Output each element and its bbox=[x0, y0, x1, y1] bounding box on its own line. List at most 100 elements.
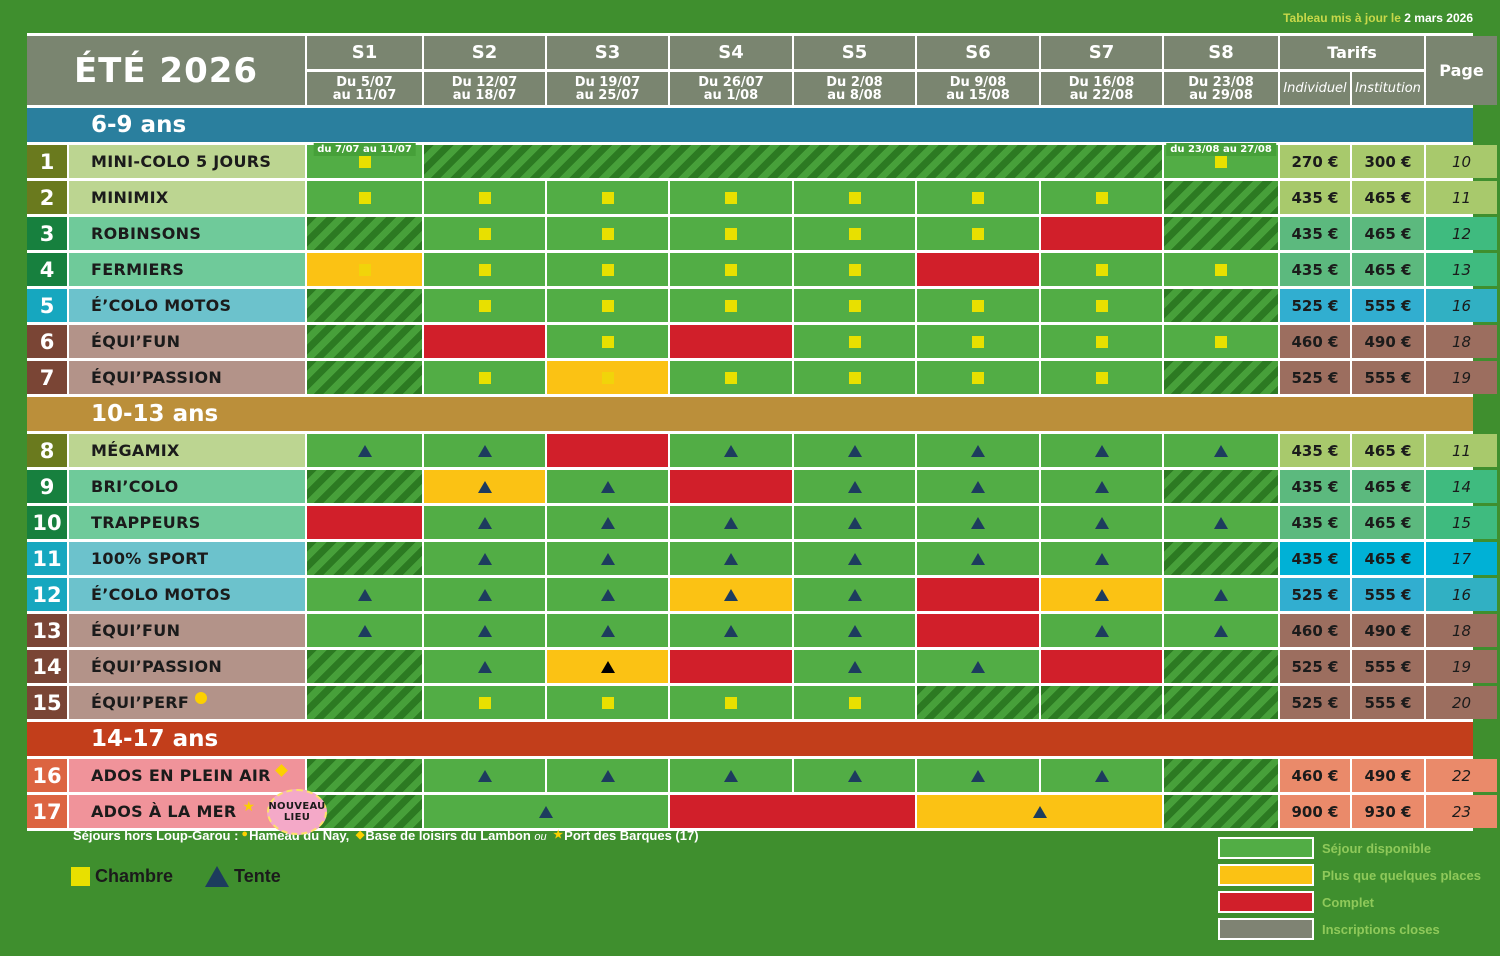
page-number: 13 bbox=[1426, 253, 1497, 286]
tent-triangle-icon bbox=[971, 444, 985, 457]
week-cell-hatch bbox=[1164, 542, 1278, 575]
stay-name-label: FERMIERS bbox=[91, 260, 185, 279]
week-start: Du 26/07 bbox=[698, 74, 764, 90]
week-cell-ok bbox=[670, 759, 792, 792]
price-institution: 555 € bbox=[1352, 686, 1424, 719]
institution-header: Institution bbox=[1352, 72, 1424, 105]
stay-name-label: ÉQUI’FUN bbox=[91, 332, 181, 351]
table-row: 1 MINI-COLO 5 JOURS du 7/07 au 11/07 du 23/… bbox=[27, 143, 1497, 178]
week-cell-ok bbox=[917, 217, 1039, 250]
stay-name-label: MÉGAMIX bbox=[91, 441, 180, 460]
week-cell-full bbox=[307, 506, 422, 539]
tent-triangle-icon bbox=[847, 480, 862, 493]
week-cell-ok bbox=[794, 542, 915, 575]
week-cell-ok bbox=[917, 434, 1039, 467]
stay-name: ROBINSONS bbox=[69, 217, 305, 250]
partial-dates-note: du 7/07 au 11/07 bbox=[313, 143, 416, 156]
week-cell-ok bbox=[917, 289, 1039, 322]
tent-triangle-icon bbox=[477, 660, 492, 673]
price-individual: 460 € bbox=[1280, 759, 1350, 792]
week-dates: Du 23/08 au 29/08 bbox=[1164, 72, 1278, 105]
tent-triangle-icon bbox=[847, 769, 862, 782]
week-dates: Du 12/07 au 18/07 bbox=[424, 72, 545, 105]
week-header: S6 bbox=[917, 36, 1039, 69]
week-end: au 8/08 bbox=[827, 87, 882, 103]
price-individual: 525 € bbox=[1280, 289, 1350, 322]
tent-triangle-icon bbox=[477, 769, 492, 782]
week-cell-ok bbox=[424, 217, 545, 250]
circle-icon bbox=[195, 691, 208, 704]
room-square-icon bbox=[601, 263, 614, 276]
star-icon: ★ bbox=[553, 829, 564, 841]
price-institution: 465 € bbox=[1352, 217, 1424, 250]
price-institution: 465 € bbox=[1352, 181, 1424, 214]
week-cell-ok bbox=[424, 181, 545, 214]
week-cell-hatch bbox=[1164, 289, 1278, 322]
tent-triangle-icon bbox=[971, 769, 985, 782]
week-cell-hatch bbox=[1164, 181, 1278, 214]
stay-number: 14 bbox=[27, 650, 67, 683]
week-cell-hatch bbox=[424, 145, 1162, 178]
room-square-icon bbox=[725, 371, 737, 384]
week-cell-ok bbox=[1041, 759, 1162, 792]
price-individual: 435 € bbox=[1280, 434, 1350, 467]
week-cell-ok bbox=[670, 434, 792, 467]
week-cell-full bbox=[917, 614, 1039, 647]
price-individual: 435 € bbox=[1280, 181, 1350, 214]
week-header: S8 bbox=[1164, 36, 1278, 69]
stay-number: 6 bbox=[27, 325, 67, 358]
week-cell-ok bbox=[1041, 542, 1162, 575]
legend-swatch bbox=[1218, 918, 1314, 940]
room-square-icon bbox=[848, 371, 861, 384]
room-square-icon bbox=[725, 191, 737, 204]
week-dates: Du 2/08 au 8/08 bbox=[794, 72, 915, 105]
tent-triangle-icon bbox=[357, 588, 372, 601]
page-header: Page bbox=[1426, 36, 1497, 105]
stay-number: 16 bbox=[27, 759, 67, 792]
week-dates: Du 19/07 au 25/07 bbox=[547, 72, 668, 105]
week-cell-ok bbox=[547, 325, 668, 358]
week-end: au 18/07 bbox=[452, 87, 517, 103]
stay-name-label: ÉQUI’FUN bbox=[91, 621, 181, 640]
room-square-icon bbox=[848, 191, 861, 204]
price-institution: 490 € bbox=[1352, 325, 1424, 358]
tent-triangle-icon bbox=[477, 480, 492, 493]
week-header: S1 bbox=[307, 36, 422, 69]
tent-triangle-icon bbox=[847, 516, 862, 529]
legend-item: Séjour disponible bbox=[1218, 837, 1481, 859]
stay-number: 10 bbox=[27, 506, 67, 539]
week-cell-ok bbox=[794, 650, 915, 683]
legend-label: Complet bbox=[1322, 894, 1374, 910]
week-cell-ok bbox=[917, 181, 1039, 214]
week-cell-ok bbox=[1164, 325, 1278, 358]
stay-name-label: É’COLO MOTOS bbox=[91, 585, 232, 604]
stay-number: 13 bbox=[27, 614, 67, 647]
week-cell-ok bbox=[1041, 253, 1162, 286]
week-cell-ok bbox=[917, 361, 1039, 394]
room-square-icon bbox=[601, 191, 614, 204]
week-cell-ok bbox=[547, 181, 668, 214]
week-cell-ok bbox=[1041, 325, 1162, 358]
week-cell-ok bbox=[1041, 470, 1162, 503]
tent-triangle-icon bbox=[600, 660, 615, 673]
stay-name: ÉQUI’PERF bbox=[69, 686, 305, 719]
stay-name: É’COLO MOTOS bbox=[69, 289, 305, 322]
week-dates: Du 16/08 au 22/08 bbox=[1041, 72, 1162, 105]
week-cell-hatch bbox=[307, 542, 422, 575]
week-cell-ok: du 23/08 au 27/08 bbox=[1164, 143, 1278, 178]
room-square-icon bbox=[358, 191, 371, 204]
week-start: Du 9/08 bbox=[949, 74, 1007, 90]
room-square-icon bbox=[725, 299, 737, 312]
legend-swatch bbox=[1218, 837, 1314, 859]
week-cell-ok bbox=[1041, 506, 1162, 539]
price-individual: 460 € bbox=[1280, 614, 1350, 647]
week-cell-ok bbox=[424, 506, 545, 539]
week-dates: Du 5/07 au 11/07 bbox=[307, 72, 422, 105]
legend-item: Plus que quelques places bbox=[1218, 864, 1481, 886]
room-square-icon bbox=[1095, 263, 1108, 276]
week-cell-ok bbox=[670, 289, 792, 322]
stay-number: 9 bbox=[27, 470, 67, 503]
tent-triangle-icon bbox=[1214, 516, 1228, 529]
tent-triangle-icon bbox=[1094, 480, 1109, 493]
circle-icon: ● bbox=[241, 828, 249, 840]
